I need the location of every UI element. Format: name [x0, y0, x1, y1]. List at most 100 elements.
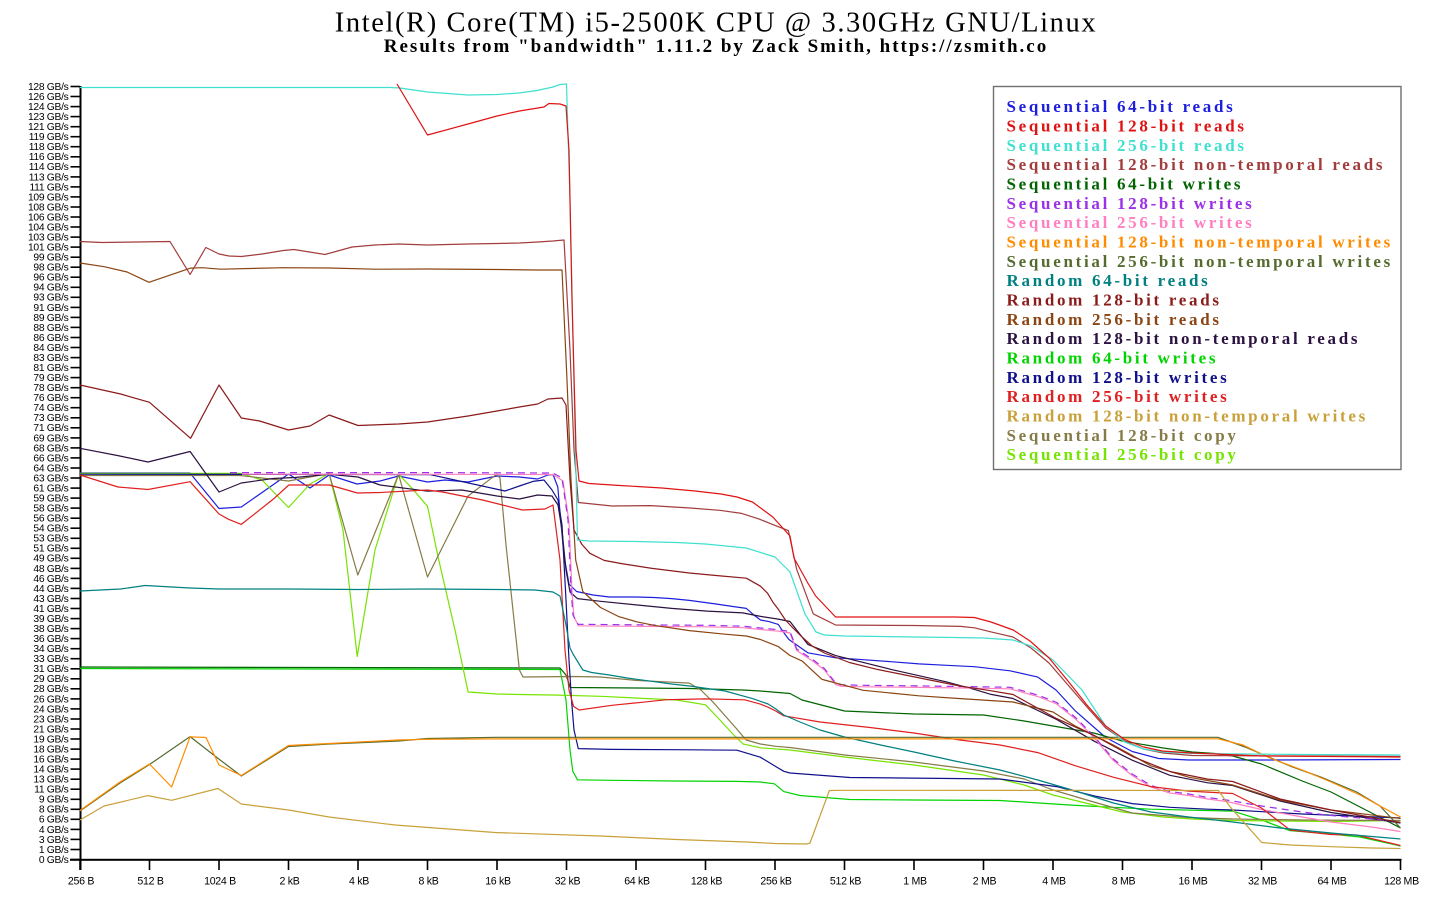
- svg-text:28 GB/s: 28 GB/s: [33, 684, 68, 695]
- svg-text:0 GB/s: 0 GB/s: [39, 855, 69, 866]
- svg-text:Sequential 256-bit non-tempora: Sequential 256-bit non-temporal writes: [1007, 252, 1393, 271]
- svg-text:91 GB/s: 91 GB/s: [33, 303, 68, 314]
- svg-text:108 GB/s: 108 GB/s: [28, 202, 69, 213]
- svg-text:512 kB: 512 kB: [830, 876, 861, 888]
- svg-text:Sequential 128-bit copy: Sequential 128-bit copy: [1007, 426, 1239, 445]
- svg-text:16 MB: 16 MB: [1178, 876, 1207, 888]
- svg-text:33 GB/s: 33 GB/s: [33, 654, 68, 665]
- svg-text:69 GB/s: 69 GB/s: [33, 433, 68, 444]
- svg-text:Sequential 256-bit writes: Sequential 256-bit writes: [1007, 213, 1255, 232]
- svg-text:18 GB/s: 18 GB/s: [33, 745, 68, 756]
- svg-text:Random 256-bit reads: Random 256-bit reads: [1007, 310, 1222, 329]
- svg-text:13 GB/s: 13 GB/s: [33, 775, 68, 786]
- svg-text:99 GB/s: 99 GB/s: [33, 253, 68, 264]
- svg-text:Sequential 128-bit writes: Sequential 128-bit writes: [1007, 194, 1255, 213]
- svg-text:84 GB/s: 84 GB/s: [33, 343, 68, 354]
- svg-text:76 GB/s: 76 GB/s: [33, 393, 68, 404]
- svg-text:128 GB/s: 128 GB/s: [28, 82, 69, 93]
- svg-text:Random 128-bit non-temporal wr: Random 128-bit non-temporal writes: [1007, 407, 1368, 426]
- svg-text:111 GB/s: 111 GB/s: [30, 182, 69, 193]
- svg-text:Sequential 64-bit writes: Sequential 64-bit writes: [1007, 175, 1244, 194]
- svg-text:74 GB/s: 74 GB/s: [33, 403, 68, 414]
- svg-text:Sequential 64-bit reads: Sequential 64-bit reads: [1007, 97, 1236, 116]
- svg-text:71 GB/s: 71 GB/s: [33, 423, 68, 434]
- svg-text:4 GB/s: 4 GB/s: [39, 825, 69, 836]
- svg-text:109 GB/s: 109 GB/s: [28, 192, 69, 203]
- svg-text:96 GB/s: 96 GB/s: [33, 273, 68, 284]
- svg-text:41 GB/s: 41 GB/s: [33, 604, 68, 615]
- svg-text:86 GB/s: 86 GB/s: [33, 333, 68, 344]
- svg-text:64 kB: 64 kB: [624, 876, 650, 888]
- svg-text:16 kB: 16 kB: [485, 876, 511, 888]
- svg-text:Random 256-bit writes: Random 256-bit writes: [1007, 387, 1230, 406]
- svg-text:46 GB/s: 46 GB/s: [33, 574, 68, 585]
- svg-text:103 GB/s: 103 GB/s: [28, 233, 69, 244]
- svg-text:53 GB/s: 53 GB/s: [33, 534, 68, 545]
- svg-text:Random 64-bit reads: Random 64-bit reads: [1007, 271, 1211, 290]
- svg-text:116 GB/s: 116 GB/s: [29, 152, 69, 163]
- svg-text:4 MB: 4 MB: [1042, 876, 1066, 888]
- svg-text:32 kB: 32 kB: [555, 876, 581, 888]
- svg-text:2 MB: 2 MB: [973, 876, 997, 888]
- svg-text:64 MB: 64 MB: [1317, 876, 1346, 888]
- svg-text:1024 B: 1024 B: [204, 876, 236, 888]
- svg-text:98 GB/s: 98 GB/s: [33, 263, 68, 274]
- svg-text:126 GB/s: 126 GB/s: [28, 92, 69, 103]
- svg-text:66 GB/s: 66 GB/s: [33, 453, 68, 464]
- svg-text:121 GB/s: 121 GB/s: [28, 122, 69, 133]
- svg-text:Sequential 128-bit non-tempora: Sequential 128-bit non-temporal reads: [1007, 155, 1386, 174]
- svg-text:123 GB/s: 123 GB/s: [28, 112, 69, 123]
- svg-text:1 GB/s: 1 GB/s: [39, 845, 69, 856]
- svg-text:31 GB/s: 31 GB/s: [33, 664, 68, 675]
- svg-text:256 kB: 256 kB: [760, 876, 791, 888]
- svg-text:16 GB/s: 16 GB/s: [33, 755, 68, 766]
- svg-text:1 MB: 1 MB: [903, 876, 927, 888]
- svg-text:32 MB: 32 MB: [1248, 876, 1277, 888]
- svg-text:51 GB/s: 51 GB/s: [33, 544, 68, 555]
- svg-text:124 GB/s: 124 GB/s: [28, 102, 69, 113]
- svg-text:79 GB/s: 79 GB/s: [33, 373, 68, 384]
- svg-text:Results from "bandwidth" 1.11.: Results from "bandwidth" 1.11.2 by Zack …: [384, 36, 1048, 57]
- svg-text:Random 128-bit reads: Random 128-bit reads: [1007, 291, 1222, 310]
- svg-text:73 GB/s: 73 GB/s: [33, 413, 68, 424]
- svg-text:8 GB/s: 8 GB/s: [39, 805, 69, 816]
- svg-text:Random 64-bit writes: Random 64-bit writes: [1007, 349, 1219, 368]
- svg-text:3 GB/s: 3 GB/s: [39, 835, 69, 846]
- svg-text:26 GB/s: 26 GB/s: [33, 694, 68, 705]
- svg-text:81 GB/s: 81 GB/s: [33, 363, 68, 374]
- svg-text:94 GB/s: 94 GB/s: [33, 283, 68, 294]
- svg-text:101 GB/s: 101 GB/s: [28, 243, 69, 254]
- svg-text:83 GB/s: 83 GB/s: [33, 353, 68, 364]
- svg-text:9 GB/s: 9 GB/s: [39, 795, 69, 806]
- svg-text:68 GB/s: 68 GB/s: [33, 443, 68, 454]
- svg-text:63 GB/s: 63 GB/s: [33, 473, 68, 484]
- svg-text:Sequential 128-bit reads: Sequential 128-bit reads: [1007, 117, 1247, 136]
- svg-text:14 GB/s: 14 GB/s: [33, 765, 68, 776]
- svg-text:21 GB/s: 21 GB/s: [33, 724, 68, 735]
- svg-text:114 GB/s: 114 GB/s: [29, 162, 69, 173]
- svg-text:Random 128-bit writes: Random 128-bit writes: [1007, 368, 1230, 387]
- svg-text:Sequential 256-bit reads: Sequential 256-bit reads: [1007, 136, 1247, 155]
- svg-text:38 GB/s: 38 GB/s: [33, 624, 68, 635]
- svg-text:8 MB: 8 MB: [1112, 876, 1136, 888]
- svg-text:64 GB/s: 64 GB/s: [33, 463, 68, 474]
- svg-text:56 GB/s: 56 GB/s: [33, 514, 68, 525]
- svg-text:61 GB/s: 61 GB/s: [33, 484, 68, 495]
- svg-text:Sequential 128-bit non-tempora: Sequential 128-bit non-temporal writes: [1007, 233, 1393, 252]
- svg-text:6 GB/s: 6 GB/s: [39, 815, 69, 826]
- svg-text:23 GB/s: 23 GB/s: [33, 714, 68, 725]
- svg-text:44 GB/s: 44 GB/s: [33, 584, 68, 595]
- svg-text:59 GB/s: 59 GB/s: [33, 494, 68, 505]
- svg-text:43 GB/s: 43 GB/s: [33, 594, 68, 605]
- svg-text:Sequential 256-bit copy: Sequential 256-bit copy: [1007, 445, 1239, 464]
- svg-text:34 GB/s: 34 GB/s: [33, 644, 68, 655]
- svg-text:11 GB/s: 11 GB/s: [34, 785, 68, 796]
- svg-text:29 GB/s: 29 GB/s: [33, 674, 68, 685]
- svg-text:93 GB/s: 93 GB/s: [33, 293, 68, 304]
- svg-text:512 B: 512 B: [137, 876, 163, 888]
- svg-text:89 GB/s: 89 GB/s: [33, 313, 68, 324]
- svg-text:88 GB/s: 88 GB/s: [33, 323, 68, 334]
- svg-text:2 kB: 2 kB: [280, 876, 300, 888]
- svg-text:49 GB/s: 49 GB/s: [33, 554, 68, 565]
- svg-text:48 GB/s: 48 GB/s: [33, 564, 68, 575]
